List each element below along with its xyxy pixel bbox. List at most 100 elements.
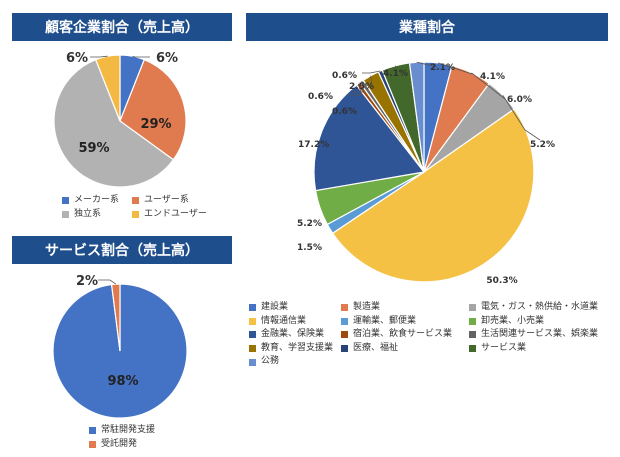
legend-item: 運輸業、郵便業: [341, 315, 469, 329]
legend-label: 生活関連サービス業、娯楽業: [481, 329, 599, 340]
legend-label: 金融業、保険業: [261, 329, 325, 340]
industry-slice: [313, 84, 426, 192]
legend-label: 教育、学習支援業: [261, 342, 334, 353]
industry-leader: [394, 65, 396, 71]
legend-item: 卸売業、小売業: [469, 315, 604, 329]
legend-label: 独立系: [74, 208, 102, 219]
customer-slice: [53, 58, 175, 188]
legend-label: メーカー系: [74, 195, 120, 205]
industry-share-title: 業種割合: [246, 13, 608, 41]
industry-label: 0.6%: [308, 92, 333, 102]
legend-swatch: [249, 317, 256, 325]
legend-swatch: [469, 331, 476, 339]
legend-label: 電気・ガス・熱供給・水道業: [481, 302, 599, 312]
legend-item: 生活関連サービス業、娯楽業: [469, 328, 604, 342]
customer-label: 29%: [140, 117, 171, 132]
legend-label: サービス業: [481, 342, 527, 353]
legend-swatch: [249, 345, 256, 353]
legend-item: 公務: [249, 355, 341, 369]
industry-label: 4.1%: [480, 72, 505, 82]
industry-label: 1.5%: [297, 243, 322, 253]
legend-item: メーカー系: [62, 194, 132, 208]
legend-item: 独立系: [62, 208, 132, 222]
legend-item: 受託開発: [89, 438, 209, 452]
industry-leader: [502, 94, 541, 141]
legend-label: 公務: [261, 356, 280, 367]
customer-leader: [90, 55, 108, 58]
service-share-title: サービス割合（売上高）: [12, 236, 232, 264]
customer-share-legend: メーカー系 ユーザー系独立系 エンドユーザー: [62, 194, 222, 221]
industry-label: 5.2%: [297, 219, 322, 229]
industry-leader: [362, 70, 381, 74]
legend-swatch: [341, 304, 348, 312]
industry-slice: [331, 108, 535, 283]
legend-swatch: [469, 304, 476, 312]
industry-leader: [416, 61, 438, 68]
legend-item: 教育、学習支援業: [249, 342, 341, 356]
industry-leader: [352, 81, 365, 93]
industry-leader: [348, 83, 363, 96]
legend-item: サービス業: [469, 342, 604, 356]
customer-label: 6%: [156, 51, 178, 66]
service-label: 98%: [107, 374, 138, 389]
legend-swatch: [469, 345, 476, 353]
customer-slice: [119, 58, 187, 161]
legend-swatch: [341, 317, 348, 325]
service-slice: [110, 283, 121, 352]
legend-swatch: [62, 210, 69, 218]
industry-share-legend: 建設業 製造業 電気・ガス・熱供給・水道業情報通信業 運輸業、郵便業 卸売業、小売業金融…: [249, 301, 604, 369]
legend-item: 常駐開発支援: [89, 424, 209, 438]
industry-label: 50.3%: [486, 276, 517, 286]
legend-item: ユーザー系: [132, 194, 222, 208]
legend-swatch: [249, 331, 256, 339]
industry-label: 0.6%: [332, 71, 357, 81]
legend-swatch: [89, 427, 96, 435]
legend-item: エンドユーザー: [132, 208, 222, 222]
legend-swatch: [89, 440, 96, 448]
customer-label: 59%: [78, 141, 109, 156]
legend-label: 製造業: [353, 302, 381, 312]
legend-label: ユーザー系: [144, 195, 189, 205]
legend-item: 宿泊業、飲食サービス業: [341, 328, 469, 342]
legend-label: 受託開発: [101, 438, 138, 449]
legend-label: 情報通信業: [261, 315, 307, 326]
legend-swatch: [132, 210, 139, 218]
legend-item: 医療、福祉: [341, 342, 469, 356]
legend-swatch: [469, 317, 476, 325]
legend-label: 宿泊業、飲食サービス業: [353, 329, 453, 340]
legend-swatch: [132, 197, 139, 205]
legend-label: 卸売業、小売業: [481, 315, 545, 326]
legend-item: 電気・ガス・熱供給・水道業: [469, 301, 604, 315]
industry-label: 6.0%: [507, 95, 532, 105]
service-leader: [98, 279, 117, 285]
industry-label: 17.2%: [298, 140, 329, 150]
legend-swatch: [62, 197, 69, 205]
legend-item: 製造業: [341, 301, 469, 315]
industry-leader: [471, 72, 506, 100]
legend-swatch: [249, 304, 256, 312]
industry-leader: [437, 62, 473, 75]
industry-label: 0.6%: [332, 107, 357, 117]
customer-leader: [132, 55, 150, 58]
service-share-legend: 常駐開発支援 受託開発: [89, 424, 209, 451]
industry-label: 2.1%: [430, 63, 455, 73]
industry-label: 5.2%: [530, 140, 555, 150]
customer-slice: [94, 54, 121, 122]
legend-label: 医療、福祉: [353, 342, 399, 353]
legend-label: エンドユーザー: [144, 208, 207, 219]
legend-label: 建設業: [261, 302, 289, 312]
legend-swatch: [341, 331, 348, 339]
industry-leader: [368, 75, 373, 86]
service-label: 2%: [76, 274, 98, 289]
legend-item: 金融業、保険業: [249, 328, 341, 342]
legend-item: 建設業: [249, 301, 341, 315]
legend-label: 運輸業、郵便業: [353, 315, 417, 326]
industry-label: 2.5%: [349, 82, 374, 92]
legend-item: 情報通信業: [249, 315, 341, 329]
industry-label: 4.1%: [383, 69, 408, 79]
customer-share-title: 顧客企業割合（売上高）: [12, 13, 232, 41]
legend-swatch: [249, 358, 256, 366]
legend-swatch: [341, 345, 348, 353]
legend-label: 常駐開発支援: [101, 425, 156, 435]
